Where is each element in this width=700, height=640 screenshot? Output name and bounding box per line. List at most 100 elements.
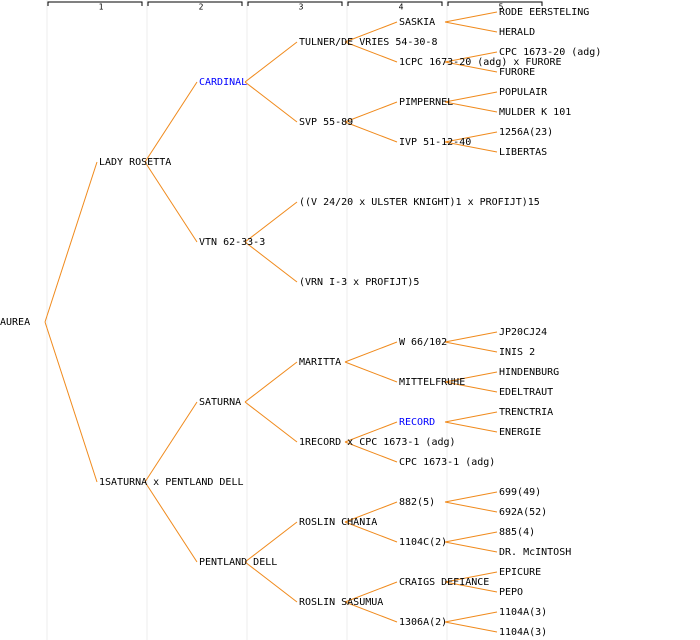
pedigree-edge (244, 361, 298, 403)
ancestor-name: INIS 2 (499, 347, 535, 358)
ancestor-name: 1104A(3) (499, 607, 547, 618)
ancestor-name: ENERGIE (499, 427, 541, 438)
ancestor-name: MARITTA (299, 357, 341, 368)
pedigree-edge (444, 421, 498, 433)
column-number: 2 (199, 3, 204, 12)
pedigree-edge (344, 101, 398, 123)
pedigree-edge (344, 361, 398, 383)
pedigree-edge (444, 411, 498, 423)
ancestor-name: LADY ROSETTA (99, 157, 171, 168)
pedigree-edge (444, 491, 498, 503)
ancestor-name: 1104A(3) (499, 627, 547, 638)
pedigree-edge (244, 241, 298, 283)
pedigree-edge (244, 41, 298, 83)
ancestor-name: ROSLIN SASUMUA (299, 597, 383, 608)
ancestor-name: LIBERTAS (499, 147, 547, 158)
pedigree-edge (244, 81, 298, 123)
pedigree-edge (244, 401, 298, 443)
pedigree-edge (344, 601, 398, 623)
pedigree-edge (444, 51, 498, 63)
ancestor-name: SATURNA (199, 397, 241, 408)
ancestor-name: MULDER K 101 (499, 107, 571, 118)
ancestor-name: CARDINAL (199, 77, 247, 88)
ancestor-name: EPICURE (499, 567, 541, 578)
column-number: 3 (299, 3, 304, 12)
pedigree-edge (344, 501, 398, 523)
ancestor-name: PIMPERNEL (399, 97, 453, 108)
pedigree-edge (444, 611, 498, 623)
pedigree-edge (444, 61, 498, 73)
ancestor-name: 1256A(23) (499, 127, 553, 138)
ancestor-name: HINDENBURG (499, 367, 559, 378)
ancestor-name: 1RECORD x CPC 1673-1 (adg) (299, 437, 456, 448)
pedigree-edge (444, 541, 498, 553)
pedigree-edge (244, 521, 298, 563)
ancestor-name: TRENCTRIA (499, 407, 553, 418)
column-number: 1 (99, 3, 104, 12)
pedigree-edge (44, 161, 98, 323)
ancestor-name: HERALD (499, 27, 535, 38)
pedigree-edge (144, 81, 198, 163)
ancestor-name: CPC 1673-1 (adg) (399, 457, 495, 468)
ancestor-name: VTN 62-33-3 (199, 237, 265, 248)
pedigree-edge (244, 201, 298, 243)
ancestor-name: SASKIA (399, 17, 435, 28)
pedigree-edge (444, 91, 498, 103)
ancestor-name: JP20CJ24 (499, 327, 547, 338)
ancestor-name: PENTLAND DELL (199, 557, 277, 568)
pedigree-edge (344, 441, 398, 463)
pedigree-edge (444, 341, 498, 353)
ancestor-name: 1306A(2) (399, 617, 447, 628)
column-bracket (247, 1, 343, 6)
ancestor-name: 1104C(2) (399, 537, 447, 548)
pedigree-edge (444, 501, 498, 513)
ancestor-name: CRAIGS DEFIANCE (399, 577, 489, 588)
ancestor-name: RODE EERSTELING (499, 7, 589, 18)
ancestor-name: CPC 1673-20 (adg) (499, 47, 601, 58)
pedigree-edge (444, 11, 498, 23)
pedigree-edge (444, 21, 498, 33)
ancestor-name: RECORD (399, 417, 435, 428)
pedigree-edge (444, 131, 498, 143)
pedigree-edge (344, 421, 398, 443)
pedigree-edge (344, 21, 398, 43)
pedigree-edge (344, 581, 398, 603)
ancestor-name: ROSLIN CHANIA (299, 517, 377, 528)
pedigree-edge (444, 371, 498, 383)
ancestor-name: MITTELFRUHE (399, 377, 465, 388)
column-number: 5 (499, 3, 504, 12)
column-bracket (347, 1, 443, 6)
ancestor-name: TULNER/DE VRIES 54-30-8 (299, 37, 437, 48)
pedigree-edge (444, 381, 498, 393)
pedigree-edge (444, 621, 498, 633)
pedigree-edge (344, 121, 398, 143)
ancestor-name: IVP 51-12-40 (399, 137, 471, 148)
pedigree-edge (344, 341, 398, 363)
pedigree-edge (444, 571, 498, 583)
ancestor-name: 1SATURNA x PENTLAND DELL (99, 477, 244, 488)
ancestor-name: AUREA (0, 317, 30, 328)
ancestor-name: SVP 55-89 (299, 117, 353, 128)
ancestor-name: 699(49) (499, 487, 541, 498)
ancestor-name: 885(4) (499, 527, 535, 538)
column-bracket (147, 1, 243, 6)
pedigree-edge (144, 161, 198, 243)
ancestor-name: FURORE (499, 67, 535, 78)
ancestor-name: 882(5) (399, 497, 435, 508)
pedigree-edge (444, 531, 498, 543)
pedigree-edge (144, 481, 198, 563)
pedigree-edge (444, 101, 498, 113)
ancestor-name: ((V 24/20 x ULSTER KNIGHT)1 x PROFIJT)15 (299, 197, 540, 208)
pedigree-edge (444, 581, 498, 593)
ancestor-name: 1CPC 1673-20 (adg) x FURORE (399, 57, 562, 68)
pedigree-edge (244, 561, 298, 603)
pedigree-edge (444, 141, 498, 153)
ancestor-name: EDELTRAUT (499, 387, 553, 398)
pedigree-edge (444, 331, 498, 343)
pedigree-edge (144, 401, 198, 483)
column-bracket (447, 1, 543, 6)
ancestor-name: (VRN I-3 x PROFIJT)5 (299, 277, 419, 288)
pedigree-edge (44, 321, 98, 483)
pedigree-edge (344, 521, 398, 543)
